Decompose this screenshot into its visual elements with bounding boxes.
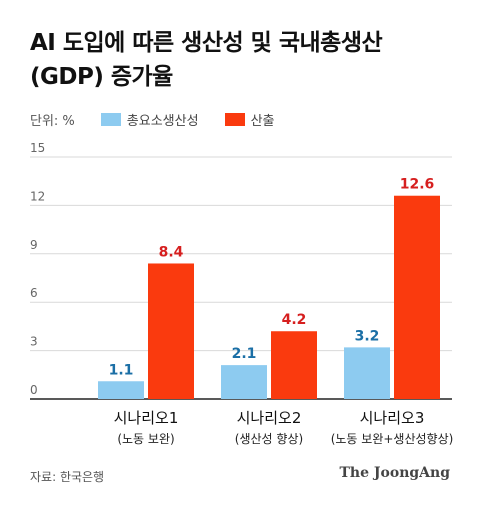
legend: 단위: % 총요소생산성 산출 [30,110,300,129]
legend-label-output: 산출 [250,113,275,129]
source-note: 자료: 한국은행 [30,470,105,484]
unit-label: 단위: % [30,113,75,129]
legend-swatch-tfp [100,112,121,126]
bar-chart: 0 3 6 9 12 15 1.1 2.1 3.2 8.4 4.2 12.6 시나리오1 (노동 보완) 시… [30,141,454,446]
chart-title-line1: AI 도입에 따른 생산성 및 국내총생산 [30,30,383,56]
y-tick-label: 9 [30,238,38,252]
legend-label-tfp: 총요소생산성 [126,113,199,129]
chart-title-line2: (GDP) 증가율 [30,64,173,90]
y-tick-label: 6 [30,286,38,300]
y-tick-label: 15 [30,141,45,155]
x-tick-label: 시나리오2 [237,409,302,427]
x-tick-label: 시나리오1 [114,409,179,427]
data-label: 4.2 [282,312,307,328]
data-label: 1.1 [109,362,134,378]
bar-tfp [98,381,144,399]
x-tick-label: 시나리오3 [360,409,425,427]
x-tick-sublabel: (생산성 향상) [235,432,303,446]
bar-output [394,195,440,399]
x-tick-sublabel: (노동 보완) [117,432,174,446]
y-tick-label: 0 [30,383,38,397]
x-tick-sublabel: (노동 보완+생산성향상) [331,432,454,446]
y-tick-label: 12 [30,189,45,203]
bar-tfp [221,365,267,399]
legend-swatch-output [224,112,245,126]
y-tick-label: 3 [30,335,38,349]
bar-tfp [344,347,390,399]
legend-item-output: 산출 [224,110,275,129]
data-label: 12.6 [400,177,435,193]
legend-item-tfp: 총요소생산성 [100,110,199,129]
brand-logo: The JoongAng [339,465,450,481]
data-label: 2.1 [232,346,257,362]
data-label: 8.4 [159,244,184,260]
bar-output [148,263,194,399]
chart-title: AI 도입에 따른 생산성 및 국내총생산 (GDP) 증가율 [30,26,383,94]
bar-output [271,331,317,399]
data-label: 3.2 [355,328,380,344]
